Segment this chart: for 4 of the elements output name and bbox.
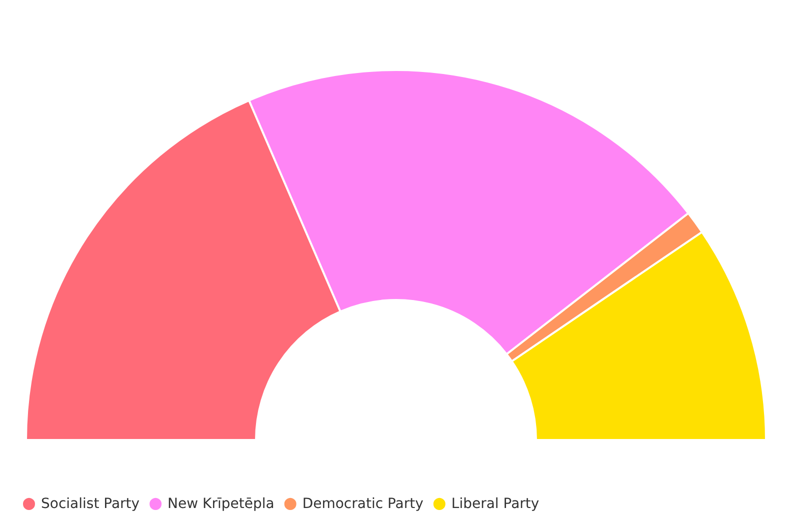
legend-label: New Krīpetēpla (168, 496, 274, 512)
legend-label: Liberal Party (451, 496, 540, 512)
legend-label: Socialist Party (41, 496, 140, 512)
legend-label: Democratic Party (302, 496, 424, 512)
